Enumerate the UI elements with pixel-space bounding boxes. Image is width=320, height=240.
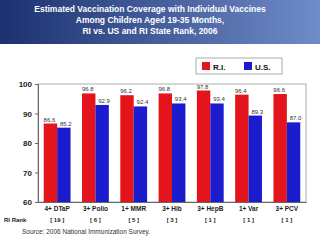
- title: RI vs. US and RI State Rank, 2006: [82, 26, 217, 36]
- plot-frame: [38, 84, 306, 202]
- tick: 3+ HepB: [197, 202, 223, 213]
- x-axis: 4+ DTaP 3+ Polio 1+ MMR 3+ Hib 3+ HepB 1+ Var…: [39, 202, 307, 213]
- tick-mark: [35, 202, 38, 203]
- bar: [159, 93, 172, 202]
- tick-label: 70: [23, 169, 32, 178]
- tick-label: 1+ MMR: [121, 205, 146, 212]
- bar: [82, 93, 95, 202]
- bar: [172, 103, 185, 202]
- data-label: 87.0: [290, 115, 302, 121]
- plot: 86.6 96.8 96.2 96.8 97.8 96.4 96.6 85.2 92.9 92.4…: [19, 80, 307, 213]
- tick-mark: [35, 114, 38, 115]
- data-label: 92.9: [98, 98, 110, 104]
- bar: [57, 128, 70, 202]
- data-label: 92.4: [137, 99, 149, 105]
- tick: 3+ PCV: [276, 202, 299, 212]
- tick: 80: [23, 139, 38, 148]
- source: Source: 2006 National Immunization Surve…: [22, 228, 150, 236]
- tick-label: 3+ Polio: [83, 205, 108, 212]
- bar: [95, 105, 108, 202]
- rank: [ 1 ]: [205, 217, 216, 223]
- tick-label: 90: [23, 110, 32, 119]
- tick-label: 3+ PCV: [276, 205, 299, 212]
- chart: Estimated Vaccination Coverage with Indi…: [0, 0, 320, 240]
- data-label: 85.2: [60, 121, 72, 127]
- legend-swatch: [202, 62, 210, 70]
- rank: [ 1 ]: [243, 217, 254, 223]
- y-axis: 60 70 80 90 100: [19, 80, 39, 207]
- data-label: 97.8: [197, 83, 209, 89]
- rank: [ 6 ]: [90, 217, 101, 223]
- legend-label: R.I.: [213, 63, 225, 72]
- tick: 1+ MMR: [121, 202, 146, 212]
- bar: [235, 95, 248, 202]
- header-band: [0, 0, 320, 44]
- tick-mark: [35, 173, 38, 174]
- tick-label: 4+ DTaP: [44, 205, 70, 212]
- tick-label: 3+ Hib: [162, 205, 182, 212]
- tick: 70: [23, 169, 38, 178]
- tick-label: 80: [23, 139, 32, 148]
- tick-label: 100: [19, 80, 33, 89]
- tick: 3+ Hib: [162, 202, 182, 212]
- bar: [134, 106, 147, 202]
- legend: R.I. U.S.: [196, 58, 282, 74]
- bar: [44, 124, 57, 202]
- axis-line: [39, 202, 307, 203]
- data-label: 93.4: [175, 96, 187, 102]
- axis-line: [35, 85, 39, 203]
- data-label: 93.4: [213, 96, 225, 102]
- bar: [287, 122, 300, 202]
- data-label: 96.4: [235, 88, 247, 94]
- bars: [44, 90, 301, 202]
- bar: [273, 94, 286, 202]
- tick: 90: [23, 110, 38, 119]
- tick: 3+ Polio: [83, 202, 108, 212]
- data-label: 89.3: [251, 109, 263, 115]
- tick: 60: [23, 198, 38, 207]
- legend-label: U.S.: [255, 63, 271, 72]
- bar: [249, 116, 262, 202]
- tick-label: 3+ HepB: [197, 205, 223, 213]
- title: Estimated Vaccination Coverage with Indi…: [34, 4, 266, 14]
- data-label: 96.6: [273, 87, 285, 93]
- rank: [ 5 ]: [128, 217, 139, 223]
- tick: 1+ Var: [239, 202, 259, 212]
- data-label: 96.8: [158, 86, 170, 92]
- rank: [ 3 ]: [167, 217, 178, 223]
- data-label: 96.2: [120, 88, 132, 94]
- rank: [ 1 ]: [282, 217, 293, 223]
- tick-mark: [35, 143, 38, 144]
- legend-box: [196, 58, 282, 74]
- data-label: 86.6: [44, 117, 56, 123]
- rank: [ 19 ]: [50, 217, 64, 223]
- bar: [197, 90, 210, 202]
- legend-swatch: [244, 62, 252, 70]
- rank-label: RI Rank: [4, 217, 27, 223]
- tick: 100: [19, 80, 38, 89]
- tick-label: 60: [23, 198, 32, 207]
- data-label: 96.8: [82, 86, 94, 92]
- title: Among Children Aged 19-35 Months,: [76, 15, 224, 25]
- tick: 4+ DTaP: [44, 202, 70, 212]
- bar: [120, 95, 133, 202]
- tick-mark: [35, 84, 38, 85]
- tick-label: 1+ Var: [239, 205, 259, 212]
- bar: [210, 103, 223, 202]
